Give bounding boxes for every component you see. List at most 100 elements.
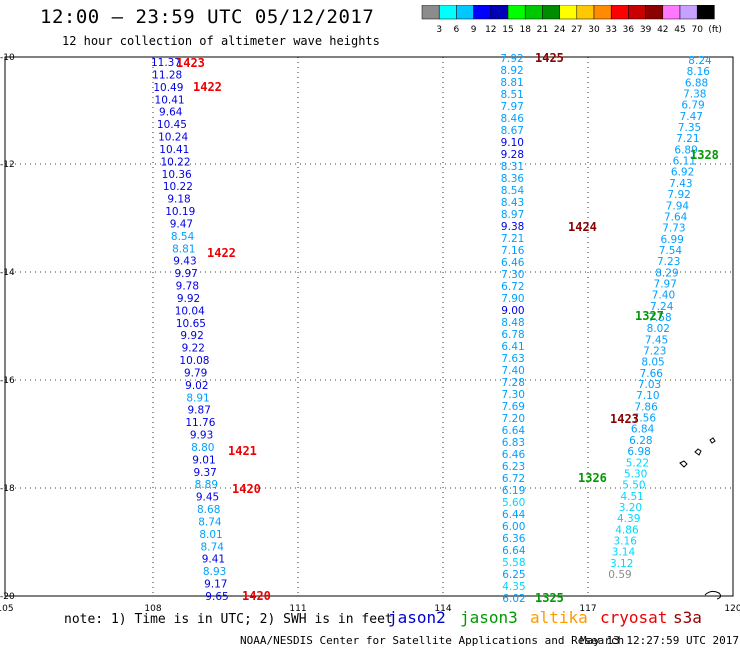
time-label: 1425 xyxy=(535,51,564,65)
swh-value: 10.22 xyxy=(160,156,190,168)
swh-value: 8.46 xyxy=(501,113,525,125)
swh-value: 11.37 xyxy=(151,57,181,69)
swh-value: 9.92 xyxy=(177,293,200,305)
generated-timestamp: May 13 12:27:59 UTC 2017 xyxy=(580,634,739,647)
swh-value: 9.64 xyxy=(159,107,183,119)
colorbar-tick-label: 30 xyxy=(588,25,600,35)
swh-value: 9.02 xyxy=(185,380,208,392)
swh-value: 7.66 xyxy=(640,368,664,380)
swh-value: 10.24 xyxy=(158,132,188,144)
swh-value: 7.21 xyxy=(676,133,699,145)
map-title: 12:00 – 23:59 UTC 05/12/2017 xyxy=(40,6,375,28)
longitude-label: 117 xyxy=(579,604,596,614)
legend-altika: altika xyxy=(530,608,588,627)
swh-value: 8.80 xyxy=(191,442,214,454)
swh-value: 7.92 xyxy=(667,189,690,201)
swh-value: 8.67 xyxy=(501,125,524,137)
longitude-label: 105 xyxy=(0,604,14,614)
swh-value: 7.94 xyxy=(666,200,690,212)
swh-value: 8.68 xyxy=(197,504,220,516)
swh-value: 8.89 xyxy=(195,479,218,491)
swh-value: 6.28 xyxy=(629,435,652,447)
swh-value: 10.65 xyxy=(176,318,206,330)
swh-value: 3.14 xyxy=(612,547,636,559)
swh-value: 7.20 xyxy=(502,413,525,425)
swh-value: 8.54 xyxy=(501,185,525,197)
colorbar-tick-label: 3 xyxy=(436,25,442,35)
swh-value: 10.19 xyxy=(165,206,195,218)
swh-value: 9.28 xyxy=(501,149,524,161)
time-label: 1326 xyxy=(578,471,607,485)
swh-value: 7.24 xyxy=(650,301,674,313)
swh-value: 7.92 xyxy=(500,53,523,65)
colorbar-tick-label: 39 xyxy=(640,25,652,35)
swh-value: 8.05 xyxy=(641,357,664,369)
swh-value: 5.22 xyxy=(626,457,649,469)
swh-value: 7.69 xyxy=(502,401,525,413)
swh-value: 7.23 xyxy=(657,256,680,268)
swh-value: 7.64 xyxy=(664,211,688,223)
swh-value: 9.47 xyxy=(170,218,193,230)
swh-value: 7.43 xyxy=(669,178,692,190)
swh-value: 7.23 xyxy=(643,346,666,358)
latitude-label: -10 xyxy=(0,53,15,63)
swh-value: 8.31 xyxy=(501,161,524,173)
swh-value: 8.29 xyxy=(655,267,678,279)
swh-value: 7.56 xyxy=(633,413,657,425)
swh-value: 7.28 xyxy=(502,377,525,389)
swh-value: 8.92 xyxy=(500,65,523,77)
longitude-label: 114 xyxy=(434,604,451,614)
swh-value: 6.88 xyxy=(685,77,708,89)
swh-value: 8.16 xyxy=(687,66,711,78)
swh-value: 9.43 xyxy=(173,256,196,268)
swh-value: 8.97 xyxy=(501,209,524,221)
swh-value: 8.81 xyxy=(500,77,523,89)
swh-value: 9.18 xyxy=(167,194,190,206)
swh-value: 8.48 xyxy=(501,317,524,329)
swh-value: 5.50 xyxy=(622,480,645,492)
swh-value: 6.00 xyxy=(502,521,525,533)
track-track1: 11.3711.2810.4910.419.6410.4510.2410.411… xyxy=(151,56,271,603)
swh-value: 7.63 xyxy=(501,353,524,365)
swh-value: 9.87 xyxy=(188,405,211,417)
swh-value: 6.46 xyxy=(502,449,526,461)
swh-value: 7.54 xyxy=(659,245,683,257)
map-grid xyxy=(4,56,734,597)
swh-value: 6.72 xyxy=(501,281,524,293)
swh-value: 8.93 xyxy=(203,566,226,578)
swh-value: 8.02 xyxy=(647,323,670,335)
swh-value: 10.36 xyxy=(162,169,192,181)
swh-value: 8.24 xyxy=(688,55,712,67)
time-label: 1424 xyxy=(568,220,597,234)
swh-value: 8.91 xyxy=(186,392,209,404)
swh-value: 6.41 xyxy=(501,341,524,353)
swh-value: 9.65 xyxy=(205,591,228,603)
latitude-label: -16 xyxy=(0,376,15,386)
swh-value: 5.60 xyxy=(502,497,525,509)
colorbar-unit: (ft) xyxy=(708,25,722,35)
swh-value: 10.41 xyxy=(155,94,185,106)
time-label: 1423 xyxy=(610,412,639,426)
swh-value: 8.51 xyxy=(500,89,523,101)
colorbar-tick-label: 6 xyxy=(454,25,460,35)
swh-value: 5.30 xyxy=(624,468,647,480)
longitude-label: 120 xyxy=(724,604,740,614)
track-track2: 7.928.928.818.517.978.468.679.109.288.31… xyxy=(500,51,607,605)
swh-value: 7.38 xyxy=(683,89,706,101)
longitude-label: 111 xyxy=(289,604,306,614)
time-label: 1422 xyxy=(193,80,222,94)
swh-value: 6.83 xyxy=(502,437,525,449)
swh-value: 3.20 xyxy=(619,502,642,514)
swh-value: 6.78 xyxy=(501,329,524,341)
colorbar-tick-label: 36 xyxy=(623,25,635,35)
swh-value: 9.45 xyxy=(196,492,219,504)
footer-note: note: 1) Time is in UTC; 2) SWH is in fe… xyxy=(64,612,393,627)
swh-value: 7.16 xyxy=(501,245,525,257)
swh-value: 5.58 xyxy=(502,557,525,569)
time-label: 1420 xyxy=(242,589,271,603)
swh-value: 9.17 xyxy=(204,579,227,591)
swh-value: 8.81 xyxy=(172,243,195,255)
swh-value: 7.40 xyxy=(501,365,524,377)
swh-value: 6.44 xyxy=(502,509,526,521)
latitude-label: -14 xyxy=(0,268,15,278)
